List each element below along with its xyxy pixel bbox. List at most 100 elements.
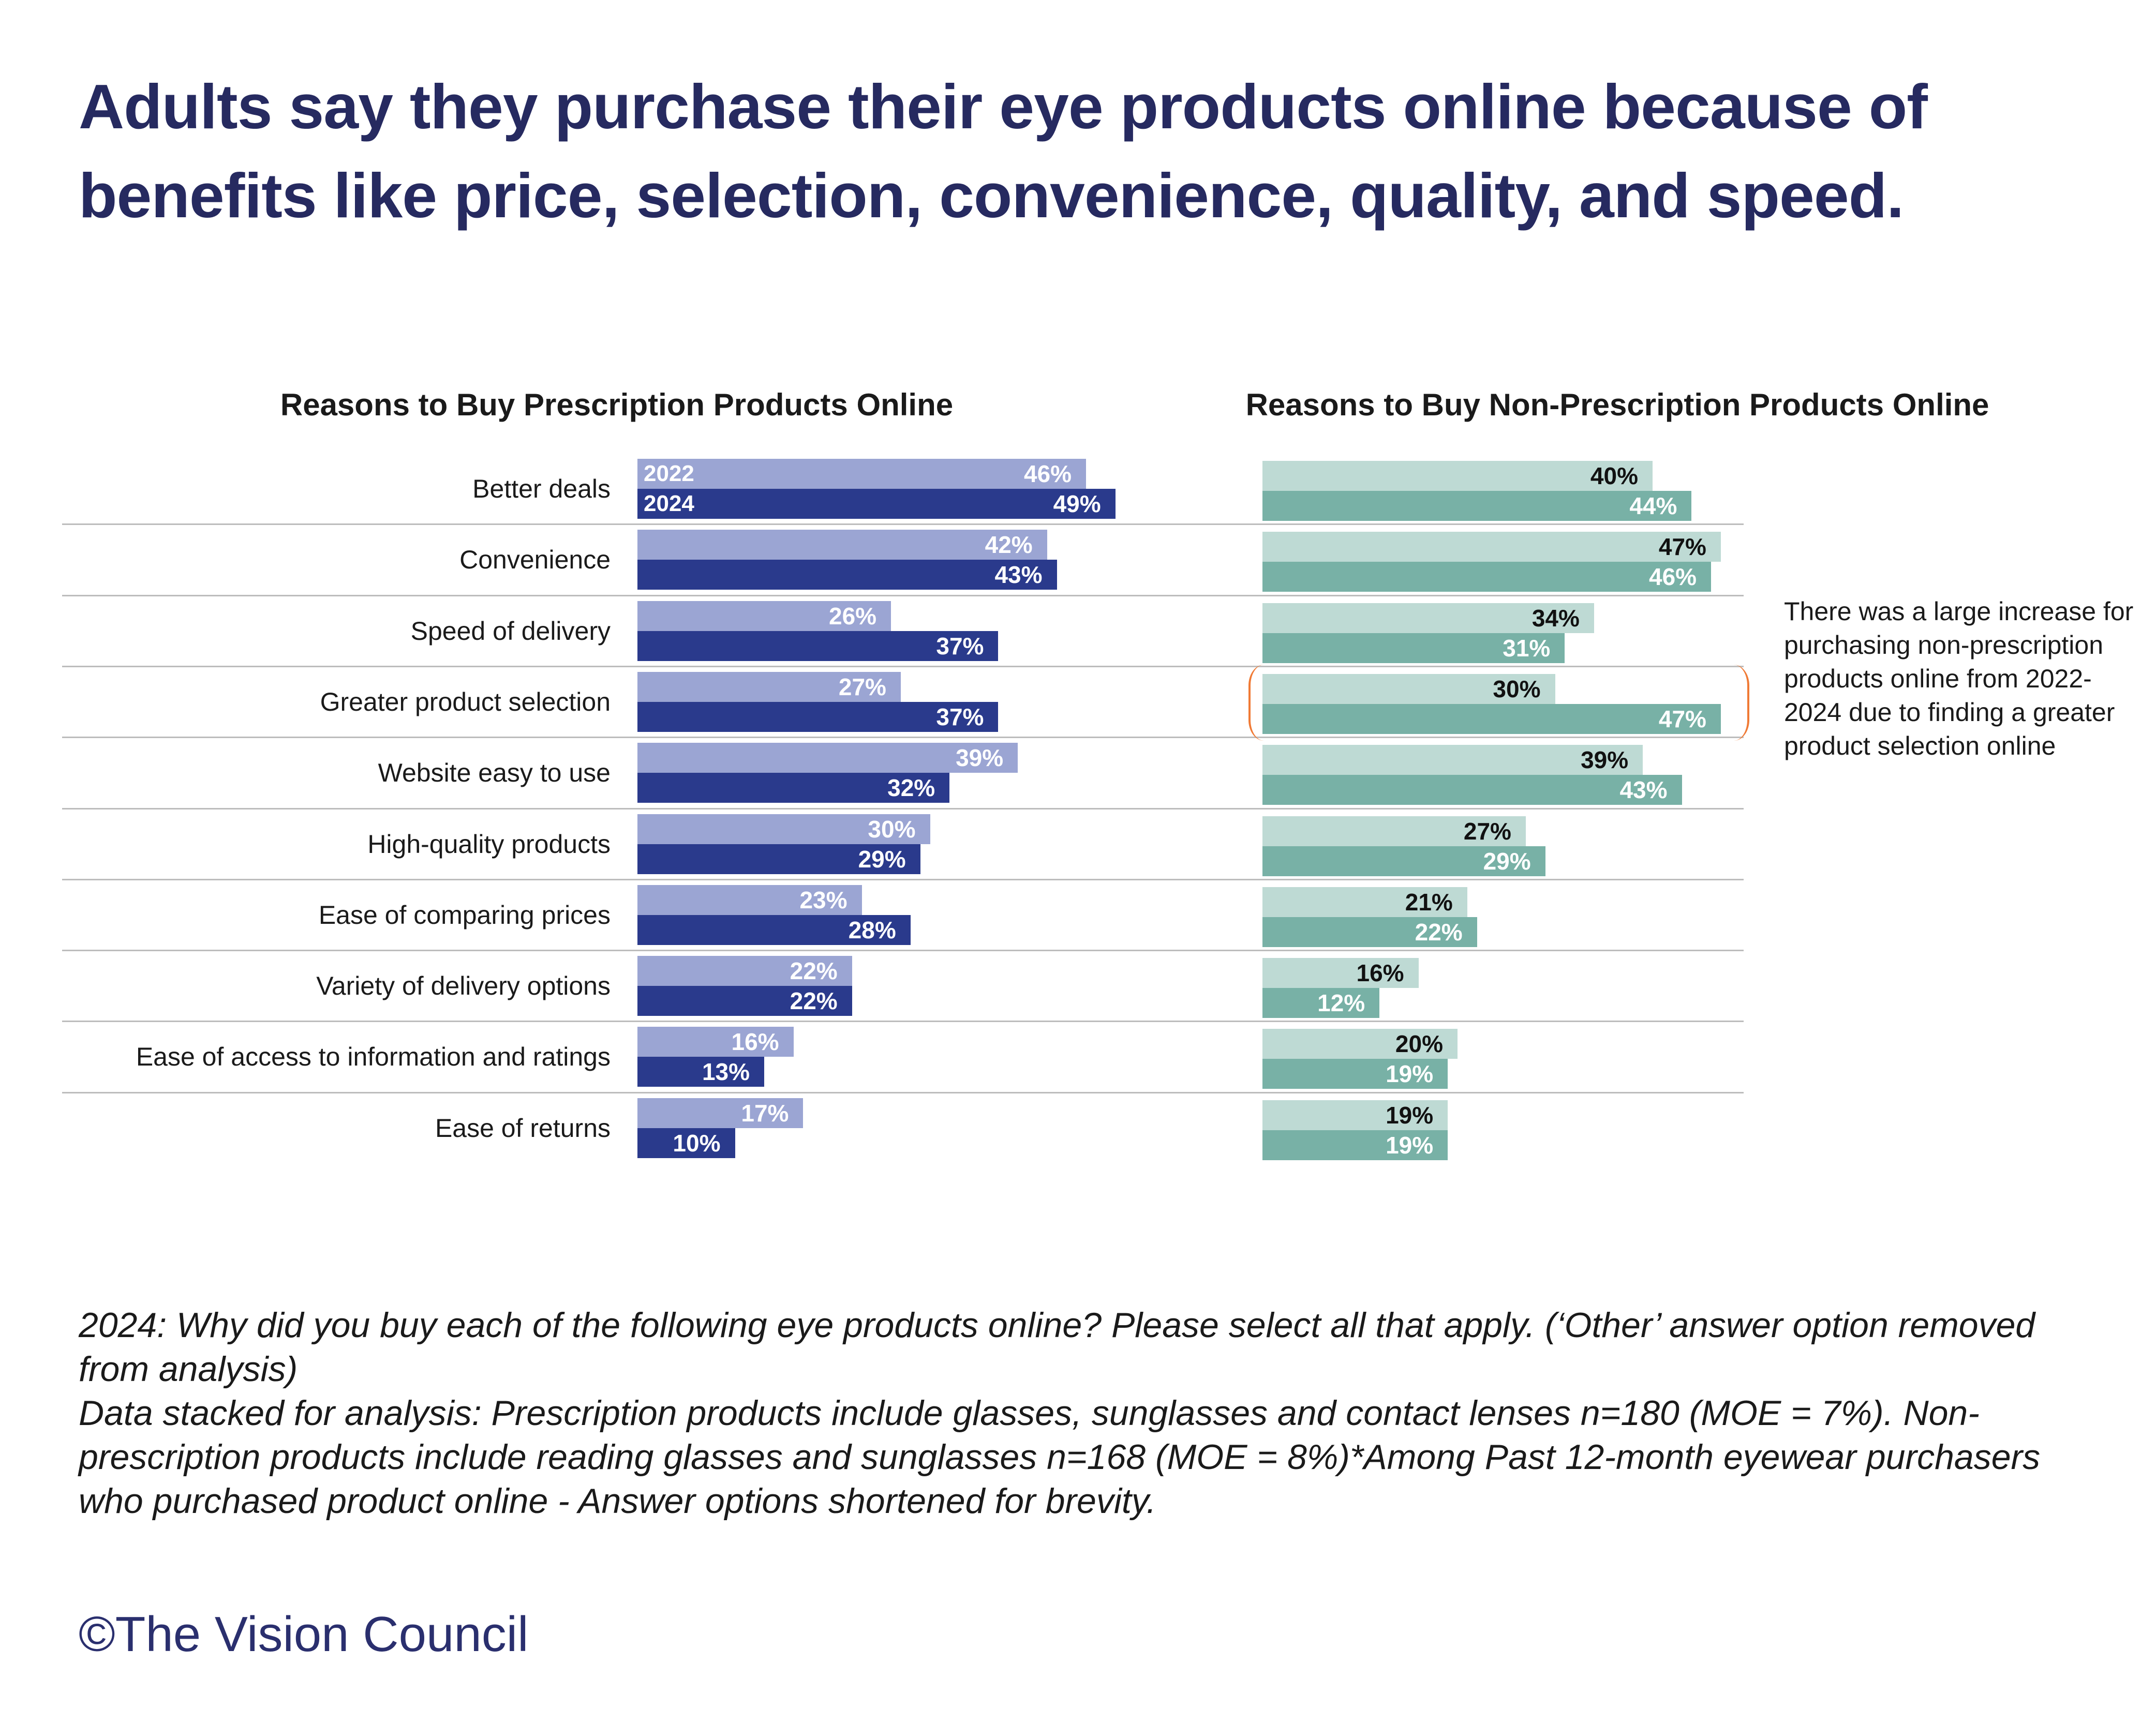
data-label: 19% [1386,1101,1434,1129]
data-label: 30% [1493,675,1541,702]
data-label: 34% [1531,604,1580,632]
data-label: 29% [858,845,906,873]
data-label: 26% [829,602,877,629]
row-separator [62,807,1744,809]
legend-2024: 2024 [644,491,694,516]
bar-2022 [637,814,930,844]
bar-2022 [637,743,1018,773]
data-label: 21% [1405,888,1453,916]
data-label: 42% [985,531,1033,559]
annotation-note: There was a large increase for purchasin… [1784,597,2134,760]
footnote-line: Data stacked for analysis: Prescription … [79,1393,2041,1521]
data-label: 32% [887,774,935,802]
data-label: 13% [702,1058,750,1086]
bar-2024 [637,773,950,803]
category-label: Variety of delivery options [316,971,611,1001]
left-chart-title: Reasons to Buy Prescription Products Onl… [280,387,954,422]
data-label: 37% [936,632,984,659]
bar-2022 [637,530,1047,560]
row-separator [62,950,1744,952]
bar-2024 [1262,633,1565,663]
bar-2022 [637,459,1087,489]
row-separator [62,1091,1744,1093]
bar-2022 [1262,1100,1448,1130]
data-label: 12% [1317,990,1365,1017]
bar-2022 [1262,1029,1458,1059]
row-separator [62,665,1744,667]
data-label: 43% [1619,776,1668,804]
bar-2024 [1262,988,1380,1018]
bar-2024 [637,489,1116,519]
data-label: 22% [790,957,838,985]
data-label: 40% [1590,462,1638,489]
bar-2022 [637,1098,804,1128]
data-label: 27% [838,673,886,700]
row-separator [62,523,1744,526]
bar-2022 [1262,745,1643,775]
bar-2024 [637,844,920,874]
category-label: Website easy to use [378,758,611,788]
category-label: Greater product selection [320,687,611,716]
legend-2022: 2022 [644,461,694,486]
row-separator [62,878,1744,880]
category-label: Ease of comparing prices [318,900,611,930]
footnote: 2024: Why did you buy each of the follow… [79,1303,2096,1523]
bar-2024 [1262,917,1477,947]
bar-2022 [1262,958,1419,988]
bar-2022 [637,1027,794,1057]
data-label: 22% [1415,918,1463,946]
bar-2022 [1262,816,1526,846]
data-label: 16% [731,1028,779,1056]
page-title: Adults say they purchase their eye produ… [79,71,1928,231]
bar-2024 [1262,1130,1448,1160]
bar-2024 [1262,562,1712,592]
data-label: 20% [1395,1030,1443,1058]
bar-2024 [637,915,911,945]
data-label: 46% [1649,563,1697,591]
bar-2022 [1262,603,1594,633]
data-label: 46% [1024,460,1072,487]
bar-2022 [1262,673,1555,704]
bar-2024 [637,560,1057,590]
row-separator [62,737,1744,739]
data-label: 16% [1356,960,1404,987]
bar-2024 [1262,775,1682,805]
data-label: 19% [1386,1060,1434,1088]
bar-2022 [637,885,862,915]
bar-2022 [1262,532,1721,562]
bar-2022 [1262,461,1653,491]
data-label: 10% [673,1129,721,1157]
bar-2022 [637,601,891,631]
category-label: Better deals [472,474,611,503]
data-label: 30% [868,815,916,843]
data-label: 19% [1386,1131,1434,1159]
bar-2024 [1262,491,1692,521]
right-chart-title: Reasons to Buy Non-Prescription Products… [1245,387,1989,422]
data-label: 31% [1503,634,1551,662]
data-label: 44% [1629,492,1677,519]
bar-2022 [637,671,901,702]
row-separator [62,1021,1744,1023]
bar-2024 [1262,846,1545,876]
data-label: 37% [936,703,984,730]
data-label: 23% [799,886,847,913]
bar-2022 [637,956,852,986]
highlight-bracket [1248,665,1749,741]
category-label: Ease of returns [435,1113,611,1143]
brand-logo: ©The Vision Council [79,1607,529,1662]
category-label: Ease of access to information and rating… [136,1042,611,1072]
bar-2024 [637,986,852,1016]
footnote-line: 2024: Why did you buy each of the follow… [79,1306,2035,1389]
data-label: 47% [1658,533,1706,561]
category-label: High-quality products [367,829,611,859]
data-label: 22% [790,987,838,1015]
bar-2024 [637,631,999,661]
row-separator [62,594,1744,596]
data-label: 43% [994,561,1043,589]
bar-2024 [637,1128,735,1158]
data-label: 29% [1483,847,1531,875]
bar-2024 [1262,703,1721,734]
bar-2024 [1262,1059,1448,1089]
bar-2024 [637,701,999,732]
data-label: 28% [848,916,896,943]
